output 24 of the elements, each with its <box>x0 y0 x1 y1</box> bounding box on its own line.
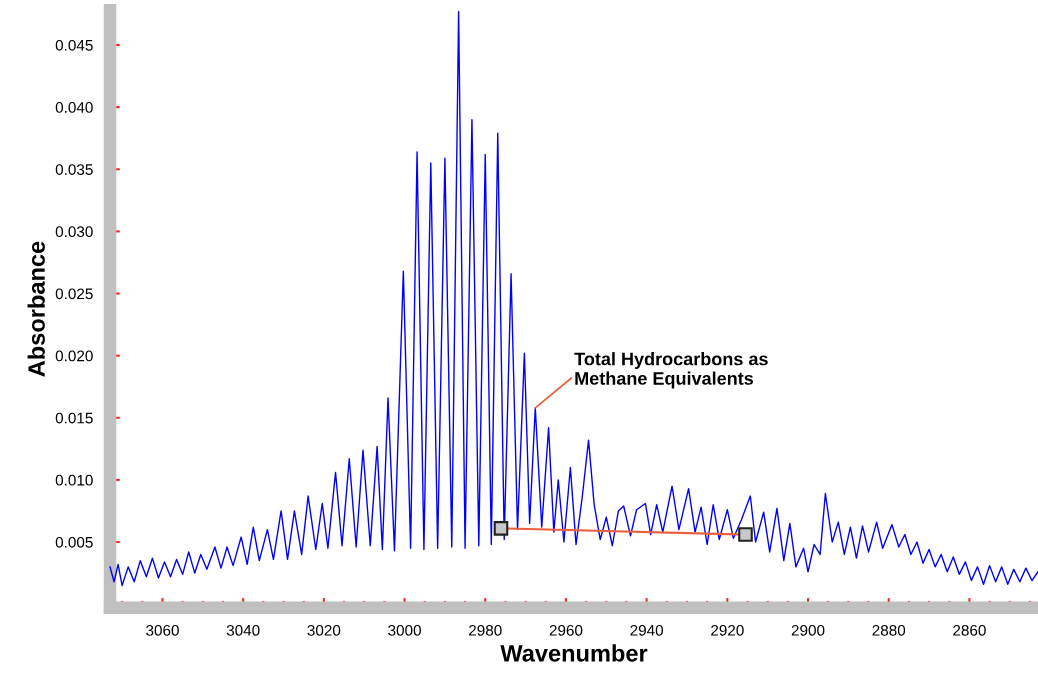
y-tick-label: 0.045 <box>55 39 93 51</box>
line-series <box>109 10 1038 587</box>
x-tick-label: 3020 <box>307 624 341 636</box>
y-tick-label: 0.010 <box>55 474 93 486</box>
x-tick-label: 2900 <box>791 624 825 636</box>
y-tick-label: 0.015 <box>55 412 93 424</box>
y-tick-label: 0.035 <box>55 164 93 175</box>
y-axis-title: Absorbance <box>27 241 45 377</box>
x-tick-label: 2960 <box>549 624 583 636</box>
y-tick-label: 0.040 <box>55 102 93 113</box>
x-tick-label: 3000 <box>388 624 421 636</box>
x-tick-label: 2860 <box>953 624 986 636</box>
x-axis-title: Wavenumber <box>500 644 648 662</box>
x-tick-label: 2940 <box>630 624 664 636</box>
x-tick-label: 2880 <box>872 624 906 636</box>
y-tick-label: 0.025 <box>55 288 93 300</box>
x-tick-label: 3060 <box>146 624 179 636</box>
y-tick-label: 0.030 <box>55 226 93 238</box>
y-tick-label: 0.020 <box>55 350 93 362</box>
x-tick-label: 2980 <box>469 624 502 636</box>
annotation: Total Hydrocarbons as Methane Equivalents <box>574 352 768 389</box>
x-tick-label: 2920 <box>711 624 744 636</box>
y-tick-label: 0.005 <box>55 536 93 548</box>
x-tick-label: 3040 <box>226 624 260 636</box>
